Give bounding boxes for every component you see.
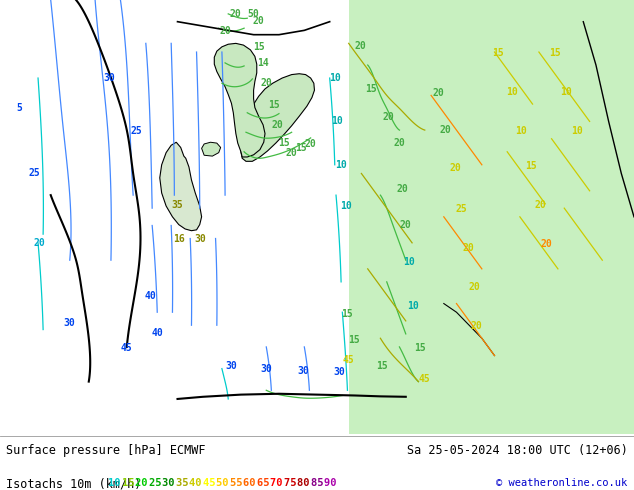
Text: 40: 40 [145,291,157,301]
Text: 45: 45 [121,343,133,353]
Polygon shape [241,74,314,161]
Text: 10: 10 [507,87,518,97]
Text: 10: 10 [335,160,347,170]
Text: 5: 5 [16,103,22,113]
Text: 10: 10 [329,73,340,83]
Text: 10: 10 [408,301,419,311]
Text: 10: 10 [403,257,415,268]
Text: 15: 15 [365,84,377,94]
Text: 15: 15 [348,336,359,345]
Text: 20: 20 [534,200,546,210]
Text: 45: 45 [203,478,222,488]
Text: 30: 30 [261,365,272,374]
Text: 15: 15 [342,309,353,319]
Text: 20: 20 [471,321,482,331]
Text: 20: 20 [541,239,552,249]
Text: 20: 20 [354,41,366,50]
Text: 40: 40 [190,478,208,488]
Text: 45: 45 [343,355,354,365]
Text: Isotachs 10m (km/h): Isotachs 10m (km/h) [6,478,149,490]
Text: 20: 20 [400,220,411,230]
Text: 55: 55 [230,478,249,488]
Text: 45: 45 [419,374,430,385]
Text: 20: 20 [439,125,451,135]
Text: 35: 35 [176,478,195,488]
Text: 15: 15 [268,100,280,110]
Text: 80: 80 [297,478,316,488]
Text: 20: 20 [305,139,316,149]
Polygon shape [214,44,265,157]
Text: 30: 30 [64,318,75,328]
Text: 16: 16 [173,234,184,245]
Text: 20: 20 [261,78,272,88]
Text: 30: 30 [103,73,115,83]
Polygon shape [160,142,202,231]
Text: 15: 15 [295,143,307,153]
Text: 20: 20 [397,184,408,194]
Text: 30: 30 [195,234,206,245]
Text: 60: 60 [243,478,262,488]
Text: 20: 20 [382,112,394,122]
Text: 15: 15 [492,48,503,58]
Text: 20: 20 [394,138,405,148]
Text: 10: 10 [340,201,351,211]
Text: 10: 10 [108,478,127,488]
Text: © weatheronline.co.uk: © weatheronline.co.uk [496,478,628,488]
Text: 20: 20 [272,120,283,130]
Text: 50: 50 [216,478,235,488]
Text: 10: 10 [515,126,527,136]
Text: 30: 30 [333,367,345,377]
Text: 20: 20 [469,282,480,292]
Text: 10: 10 [571,126,583,136]
Text: 20: 20 [286,147,297,158]
Text: 20: 20 [450,163,461,173]
Text: 20: 20 [230,9,242,19]
Text: 14: 14 [257,58,269,68]
Text: 25: 25 [149,478,167,488]
Text: 35: 35 [172,200,183,210]
Text: 15: 15 [278,138,290,148]
Text: 25: 25 [131,126,142,136]
Text: 15: 15 [122,478,141,488]
Text: 20: 20 [34,238,45,248]
Text: 20: 20 [135,478,154,488]
Text: 85: 85 [311,478,330,488]
Text: 15: 15 [549,48,560,58]
Text: 10: 10 [560,87,571,97]
Text: 10: 10 [332,117,343,126]
Text: 15: 15 [414,343,425,353]
Text: 15: 15 [376,362,387,371]
Text: 25: 25 [29,169,41,178]
Text: 20: 20 [433,88,444,98]
Text: 15: 15 [253,42,264,52]
Text: Surface pressure [hPa] ECMWF: Surface pressure [hPa] ECMWF [6,444,206,457]
Polygon shape [202,142,221,156]
Text: 30: 30 [226,362,237,371]
Text: 90: 90 [325,478,343,488]
Bar [349,0,634,434]
Text: 20: 20 [253,16,264,26]
Text: 50: 50 [248,9,259,19]
Text: 25: 25 [456,204,467,214]
Text: 20: 20 [462,243,474,253]
Text: 15: 15 [526,161,537,171]
Text: 65: 65 [257,478,276,488]
Text: Sa 25-05-2024 18:00 UTC (12+06): Sa 25-05-2024 18:00 UTC (12+06) [407,444,628,457]
Text: 75: 75 [284,478,302,488]
Text: 30: 30 [162,478,181,488]
Text: 40: 40 [152,328,163,338]
Text: 70: 70 [270,478,289,488]
Text: 30: 30 [297,366,309,376]
Text: 20: 20 [219,26,231,36]
